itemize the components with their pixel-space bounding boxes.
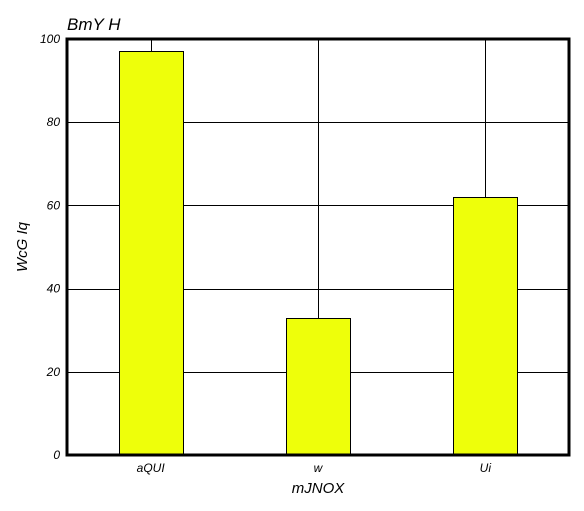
x-tick-labels: aQUI w Ui	[137, 461, 492, 475]
y-tick-label: 40	[47, 282, 61, 296]
x-tick-label: aQUI	[137, 461, 166, 475]
x-tick-label: Ui	[480, 461, 492, 475]
bar-Ui	[453, 197, 518, 456]
bars	[119, 51, 518, 456]
x-tick-label: w	[314, 461, 324, 475]
bar-w	[286, 318, 351, 456]
y-tick-label: 60	[47, 198, 61, 212]
y-tick-label: 0	[53, 448, 60, 462]
y-tick-label: 20	[46, 365, 61, 379]
bar-aQUI	[119, 51, 184, 456]
y-tick-label: 100	[40, 32, 60, 46]
plot-frame	[65, 37, 571, 457]
y-tick-label: 80	[47, 115, 61, 129]
y-tick-labels: 0 20 40 60 80 100	[40, 32, 60, 462]
x-axis-label: mJNOX	[292, 480, 345, 497]
chart-title: BmY H	[67, 15, 121, 34]
y-axis-label: WcG Iq	[14, 221, 31, 272]
